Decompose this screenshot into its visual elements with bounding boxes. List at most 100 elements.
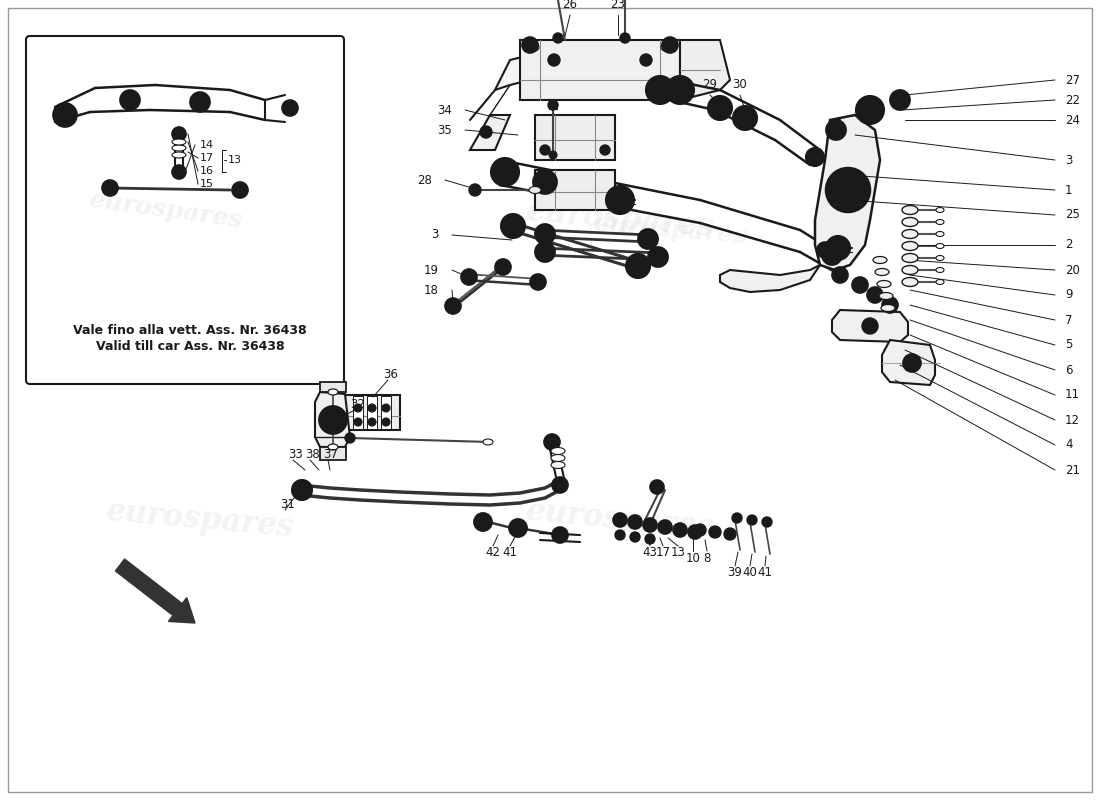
Text: 22: 22	[1065, 94, 1080, 106]
Circle shape	[60, 110, 70, 120]
Text: 4: 4	[1065, 438, 1072, 451]
Circle shape	[53, 103, 77, 127]
Ellipse shape	[902, 206, 918, 214]
Circle shape	[688, 525, 702, 539]
Circle shape	[648, 247, 668, 267]
Circle shape	[345, 433, 355, 443]
Bar	[549, 103, 557, 109]
Text: Vale fino alla vett. Ass. Nr. 36438: Vale fino alla vett. Ass. Nr. 36438	[74, 323, 307, 337]
Circle shape	[640, 54, 652, 66]
Circle shape	[644, 518, 657, 532]
Circle shape	[762, 517, 772, 527]
Circle shape	[190, 92, 210, 112]
Bar	[345, 395, 400, 430]
Circle shape	[382, 418, 390, 426]
Text: 35: 35	[438, 123, 452, 137]
Text: 41: 41	[503, 546, 517, 559]
Circle shape	[638, 229, 658, 249]
Text: 9: 9	[1065, 289, 1072, 302]
Bar	[621, 36, 629, 40]
Text: 34: 34	[437, 103, 452, 117]
Circle shape	[540, 145, 550, 155]
Text: 38: 38	[306, 449, 320, 462]
Circle shape	[282, 100, 298, 116]
Ellipse shape	[551, 454, 565, 462]
Ellipse shape	[936, 255, 944, 261]
Ellipse shape	[902, 254, 918, 262]
Ellipse shape	[902, 242, 918, 250]
Circle shape	[549, 151, 557, 159]
Text: 26: 26	[562, 0, 578, 11]
Ellipse shape	[936, 267, 944, 273]
Circle shape	[120, 90, 140, 110]
Circle shape	[856, 202, 860, 206]
Circle shape	[522, 37, 538, 53]
Text: eurospares: eurospares	[87, 187, 243, 233]
Circle shape	[617, 517, 623, 523]
Text: 12: 12	[1065, 414, 1080, 426]
Circle shape	[469, 184, 481, 196]
Text: eurospares: eurospares	[525, 496, 715, 544]
Circle shape	[747, 515, 757, 525]
Circle shape	[826, 236, 850, 260]
Circle shape	[544, 434, 560, 450]
Ellipse shape	[902, 230, 918, 238]
Text: 17: 17	[656, 546, 671, 559]
Text: 3: 3	[1065, 154, 1072, 166]
Circle shape	[292, 480, 312, 500]
Text: 3: 3	[431, 229, 439, 242]
Circle shape	[620, 33, 630, 43]
Circle shape	[862, 318, 878, 334]
Ellipse shape	[936, 231, 944, 237]
Circle shape	[606, 186, 634, 214]
Polygon shape	[470, 115, 510, 150]
Circle shape	[647, 522, 652, 528]
Ellipse shape	[483, 439, 493, 445]
Ellipse shape	[328, 389, 338, 395]
Text: 13: 13	[671, 546, 685, 559]
Circle shape	[650, 480, 664, 494]
Circle shape	[446, 298, 461, 314]
Text: 40: 40	[742, 566, 758, 579]
Polygon shape	[815, 115, 880, 270]
Polygon shape	[882, 340, 935, 385]
Text: 7: 7	[1065, 314, 1072, 326]
Ellipse shape	[936, 279, 944, 285]
Circle shape	[710, 526, 720, 538]
Ellipse shape	[873, 257, 887, 263]
Circle shape	[862, 183, 866, 187]
Text: eurospares: eurospares	[592, 211, 748, 249]
Text: 30: 30	[733, 78, 747, 91]
Text: 16: 16	[200, 166, 214, 176]
Circle shape	[846, 171, 850, 175]
Circle shape	[826, 168, 870, 212]
Circle shape	[495, 259, 512, 275]
Circle shape	[645, 534, 654, 544]
Ellipse shape	[172, 139, 186, 145]
Circle shape	[630, 532, 640, 542]
Circle shape	[890, 90, 910, 110]
Circle shape	[678, 527, 683, 533]
Circle shape	[678, 87, 682, 93]
Circle shape	[658, 520, 672, 534]
Circle shape	[662, 37, 678, 53]
Circle shape	[632, 519, 638, 525]
Circle shape	[172, 165, 186, 179]
Text: eurospares: eurospares	[104, 196, 296, 244]
Circle shape	[903, 354, 921, 372]
Ellipse shape	[902, 218, 918, 226]
Circle shape	[319, 406, 346, 434]
Circle shape	[534, 170, 557, 194]
Circle shape	[600, 145, 610, 155]
Ellipse shape	[551, 462, 565, 469]
Text: 1: 1	[1065, 183, 1072, 197]
Bar	[353, 396, 363, 429]
Circle shape	[474, 513, 492, 531]
Circle shape	[708, 96, 732, 120]
Text: 10: 10	[685, 551, 701, 565]
Circle shape	[548, 54, 560, 66]
Circle shape	[368, 404, 376, 412]
Ellipse shape	[328, 444, 338, 450]
Circle shape	[856, 96, 884, 124]
Text: eurospares: eurospares	[104, 496, 296, 544]
